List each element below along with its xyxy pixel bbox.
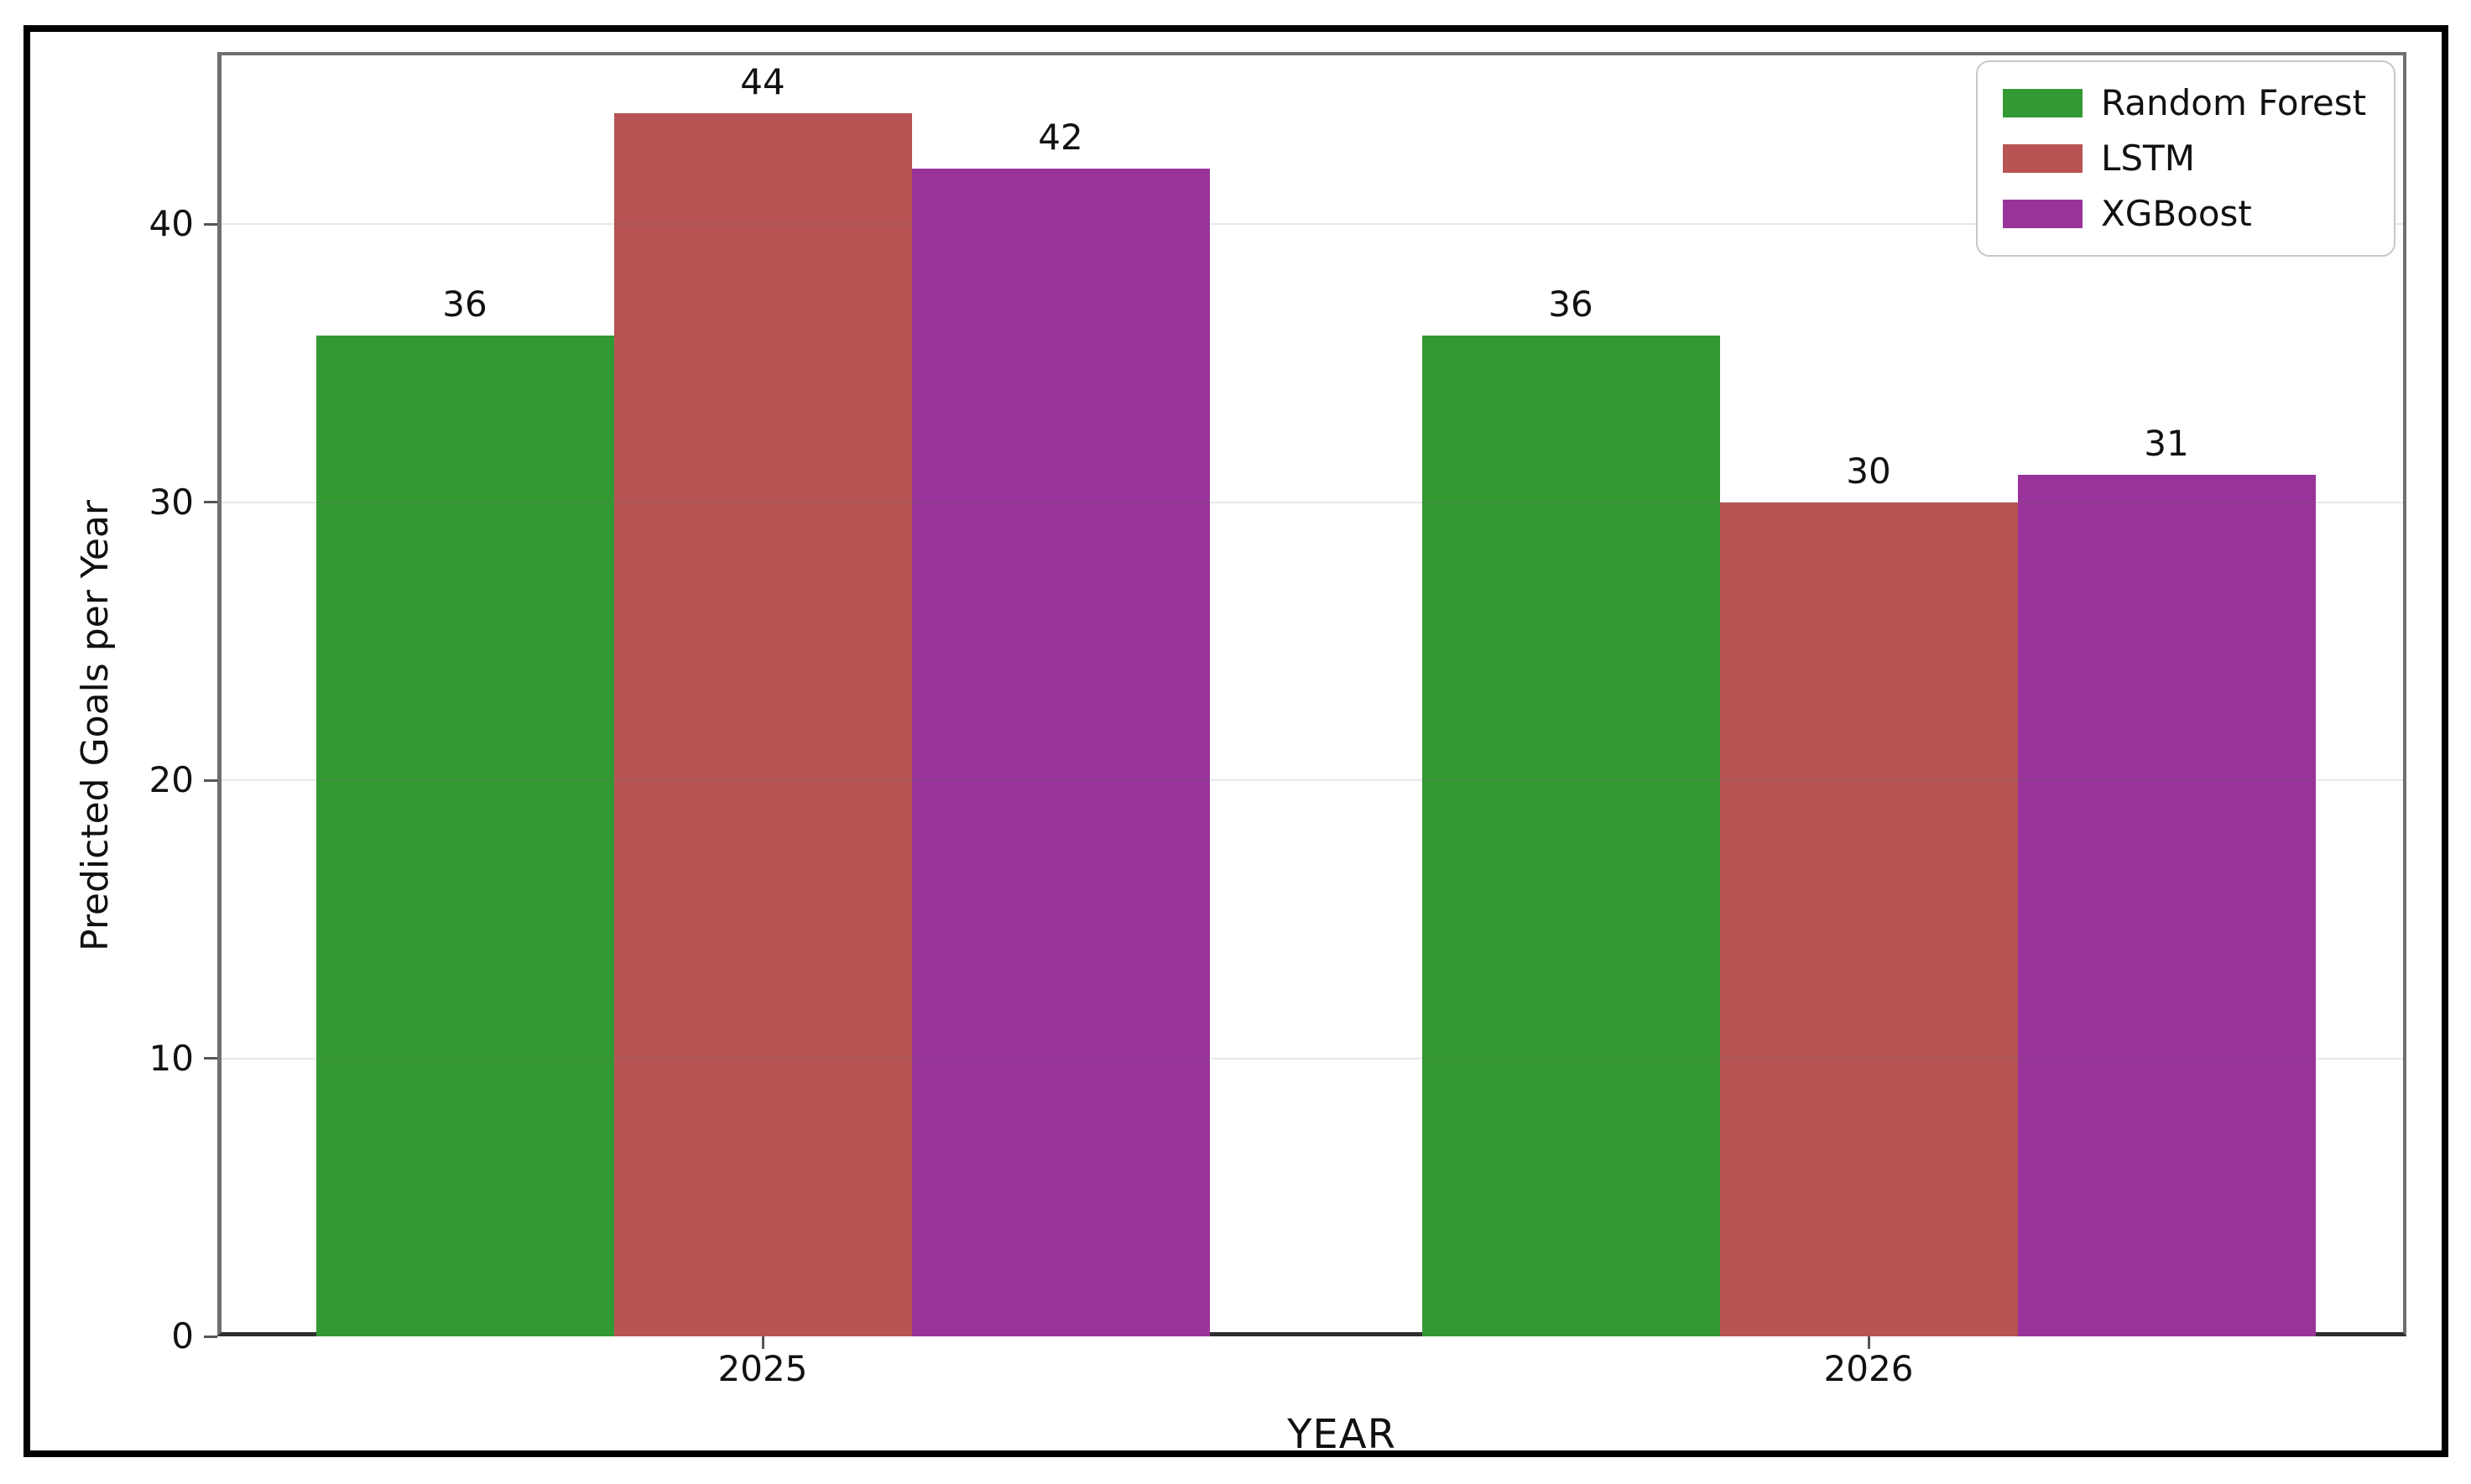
legend-item-xgboost: XGBoost	[2003, 186, 2375, 242]
legend-swatch-icon	[2003, 144, 2083, 173]
y-tick-mark	[204, 222, 217, 226]
y-tick-label: 0	[171, 1315, 194, 1356]
legend-swatch-icon	[2003, 200, 2083, 228]
y-tick-mark	[204, 501, 217, 504]
bar-value-label: 36	[442, 284, 487, 325]
bar-value-label: 36	[1548, 284, 1593, 325]
legend-swatch-icon	[2003, 89, 2083, 117]
y-tick-mark	[204, 1335, 217, 1338]
y-tick-label: 10	[149, 1037, 194, 1079]
bar-xgboost-2025	[911, 169, 1210, 1336]
y-tick-label: 40	[149, 203, 194, 245]
legend-label: LSTM	[2101, 138, 2195, 179]
bar-value-label: 31	[2144, 422, 2189, 464]
bar-value-label: 42	[1038, 117, 1083, 159]
y-tick-mark	[204, 1057, 217, 1060]
y-tick-label: 30	[149, 481, 194, 523]
bar-value-label: 44	[740, 60, 785, 102]
bar-lstm-2026	[1719, 502, 2018, 1336]
y-axis-label: Predicted Goals per Year	[74, 500, 117, 951]
x-axis-label: YEAR	[1287, 1411, 1396, 1458]
x-tick-mark	[761, 1336, 764, 1349]
x-tick-label: 2026	[1823, 1348, 1914, 1389]
bar-lstm-2025	[613, 112, 912, 1336]
bar-value-label: 30	[1846, 450, 1891, 492]
x-tick-label: 2025	[717, 1348, 808, 1389]
legend-label: XGBoost	[2101, 193, 2252, 234]
legend-label: Random Forest	[2101, 82, 2367, 123]
x-tick-mark	[1867, 1336, 1870, 1349]
legend-item-lstm: LSTM	[2003, 131, 2375, 186]
y-tick-label: 20	[149, 759, 194, 801]
bar-random-forest-2026	[1421, 336, 1720, 1336]
legend: Random Forest LSTM XGBoost	[1976, 60, 2395, 257]
y-tick-mark	[204, 778, 217, 782]
bar-xgboost-2026	[2017, 474, 2316, 1336]
legend-item-random-forest: Random Forest	[2003, 76, 2375, 131]
bar-random-forest-2025	[315, 336, 614, 1336]
